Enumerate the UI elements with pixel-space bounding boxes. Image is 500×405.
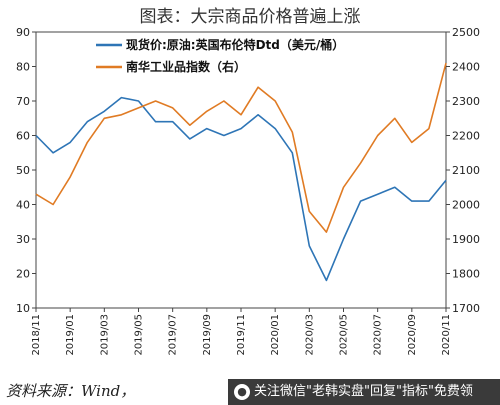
left-axis-tick-label: 40	[16, 199, 30, 212]
source-note: 资料来源：Wind，	[6, 382, 136, 400]
x-axis-tick-label: 2019/07	[168, 314, 179, 356]
series-line-1	[35, 96, 447, 282]
left-axis-tick-label: 20	[16, 268, 30, 281]
x-axis-tick-label: 2019/01	[65, 314, 76, 356]
right-axis-tick-label: 2400	[452, 61, 480, 74]
left-axis-tick-label: 70	[16, 95, 30, 108]
right-axis-tick-label: 1900	[452, 233, 480, 246]
right-axis-tick-label: 2100	[452, 164, 480, 177]
series-line-2	[35, 62, 447, 233]
right-axis-tick-label: 2000	[452, 199, 480, 212]
watermark-text: 关注微信"老韩实盘"回复"指标"免费领	[254, 384, 473, 399]
x-axis-tick-label: 2019/05	[134, 314, 145, 356]
wechat-icon: ●	[234, 383, 250, 400]
left-axis-tick-label: 80	[16, 61, 30, 74]
x-axis-tick-label: 2019/03	[99, 314, 110, 356]
chart-title: 图表：大宗商品价格普遍上涨	[139, 7, 361, 27]
left-axis-tick-label: 60	[16, 130, 30, 143]
right-axis-tick-label: 2300	[452, 95, 480, 108]
right-axis-tick-label: 2200	[452, 130, 480, 143]
legend-label-2: 南华工业品指数（右）	[126, 59, 246, 74]
legend-label-1: 现货价:原油:英国布伦特Dtd（美元/桶）	[126, 37, 344, 52]
x-axis-tick-label: 2020/03	[304, 314, 315, 356]
watermark-banner: ● 关注微信"老韩实盘"回复"指标"免费领	[228, 379, 500, 405]
x-axis-tick-label: 2020/05	[339, 314, 350, 356]
left-axis-tick-label: 90	[16, 26, 30, 39]
right-axis-tick-label: 1700	[452, 302, 480, 315]
x-axis-tick-label: 2019/09	[202, 314, 213, 356]
x-axis-tick-label: 2020/09	[407, 314, 418, 356]
right-axis-tick-label: 2500	[452, 26, 480, 39]
dual-axis-line-chart: 10 20 30 40 50 60 70 80 90 1700 1800 1900 2000 2100 22…	[16, 26, 480, 356]
right-axis-tick-label: 1800	[452, 268, 480, 281]
x-axis-tick-label: 2020/07	[373, 314, 384, 356]
x-axis-tick-label: 2019/11	[236, 314, 247, 356]
x-axis-tick-label: 2020/11	[441, 314, 452, 356]
x-axis-tick-label: 2020/01	[270, 314, 281, 356]
left-axis-tick-label: 30	[16, 233, 30, 246]
left-axis-tick-label: 10	[16, 302, 30, 315]
x-axis-tick-label: 2018/11	[31, 314, 42, 356]
left-axis-tick-label: 50	[16, 164, 30, 177]
